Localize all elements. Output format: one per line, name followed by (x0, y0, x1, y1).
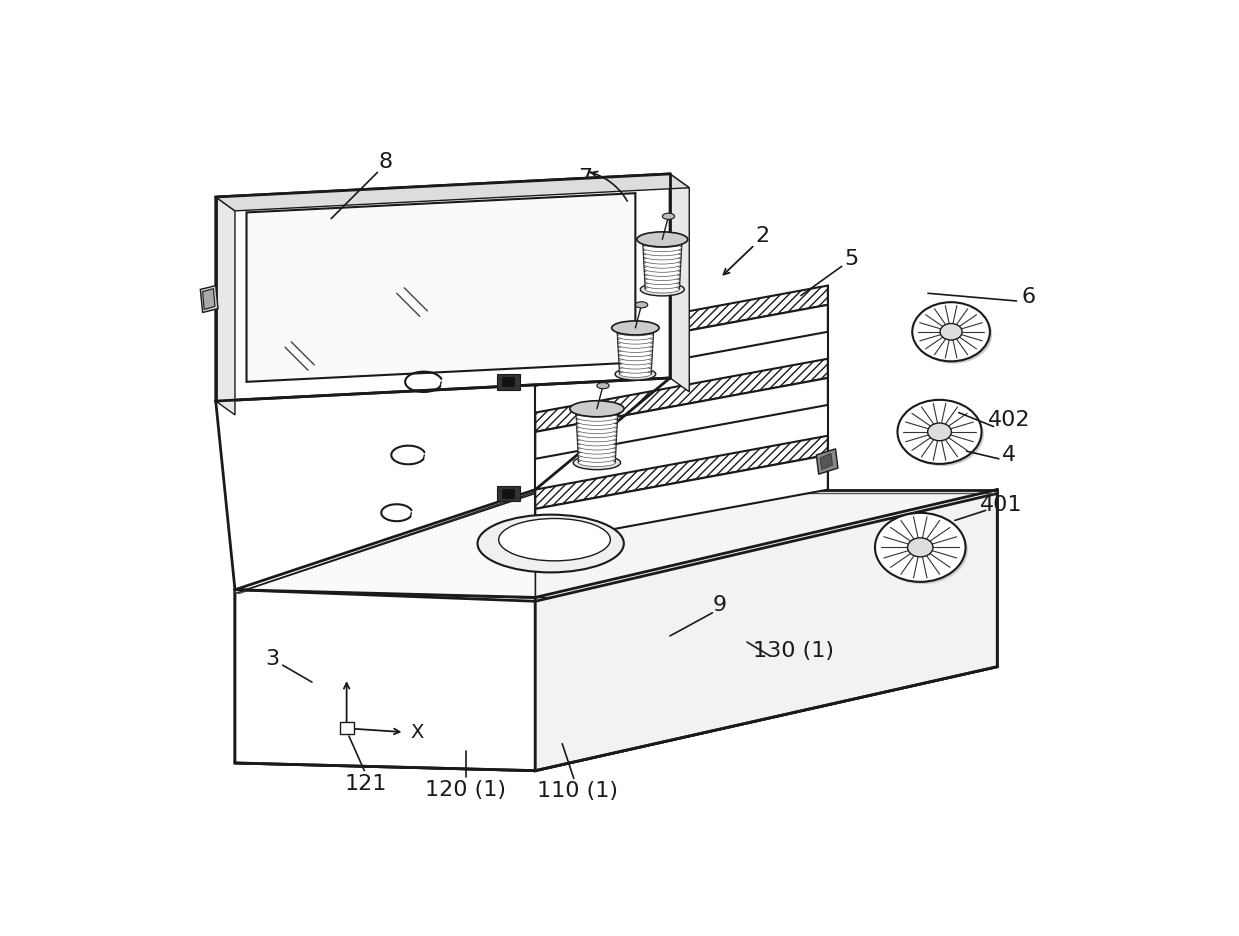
Polygon shape (216, 174, 689, 211)
Ellipse shape (897, 400, 981, 464)
Polygon shape (497, 486, 520, 501)
Polygon shape (670, 174, 689, 392)
Polygon shape (535, 490, 997, 597)
Polygon shape (535, 490, 997, 770)
Polygon shape (535, 378, 828, 459)
Text: 121: 121 (344, 774, 387, 794)
Ellipse shape (928, 423, 952, 441)
Ellipse shape (663, 213, 675, 219)
Polygon shape (535, 455, 828, 544)
Ellipse shape (643, 248, 681, 256)
Ellipse shape (641, 283, 684, 296)
Ellipse shape (618, 337, 653, 344)
Polygon shape (235, 493, 535, 597)
Polygon shape (235, 590, 535, 770)
Ellipse shape (576, 413, 617, 421)
Text: 9: 9 (712, 595, 727, 615)
Text: 8: 8 (378, 153, 393, 172)
Ellipse shape (579, 459, 616, 466)
Polygon shape (820, 453, 833, 470)
Polygon shape (502, 377, 514, 387)
Text: 3: 3 (265, 649, 279, 669)
Polygon shape (535, 305, 828, 386)
Ellipse shape (579, 450, 616, 459)
Ellipse shape (644, 269, 680, 276)
Ellipse shape (646, 285, 679, 293)
Ellipse shape (576, 409, 617, 417)
Ellipse shape (875, 513, 965, 582)
Ellipse shape (644, 260, 680, 269)
Ellipse shape (620, 367, 652, 373)
Polygon shape (535, 493, 997, 770)
Ellipse shape (577, 446, 616, 454)
Ellipse shape (579, 455, 616, 462)
Ellipse shape (477, 515, 623, 573)
Text: X: X (411, 724, 424, 742)
Polygon shape (203, 288, 214, 310)
Ellipse shape (577, 438, 616, 446)
Text: 5: 5 (844, 249, 859, 269)
Polygon shape (239, 492, 994, 600)
Ellipse shape (643, 240, 681, 247)
Ellipse shape (643, 252, 681, 260)
Ellipse shape (618, 354, 652, 360)
Polygon shape (535, 285, 828, 358)
Ellipse shape (570, 401, 624, 417)
Polygon shape (235, 590, 535, 770)
Ellipse shape (577, 433, 617, 442)
Polygon shape (247, 193, 636, 382)
Ellipse shape (617, 329, 653, 336)
Ellipse shape (644, 277, 680, 285)
Ellipse shape (615, 368, 655, 380)
Polygon shape (339, 723, 353, 735)
Text: 7: 7 (579, 168, 592, 188)
Ellipse shape (620, 371, 650, 377)
Text: 120 (1): 120 (1) (425, 780, 507, 800)
Ellipse shape (618, 341, 653, 348)
Polygon shape (535, 358, 828, 431)
Ellipse shape (914, 304, 992, 364)
Polygon shape (497, 374, 520, 389)
Ellipse shape (576, 421, 617, 430)
Polygon shape (535, 436, 828, 509)
Ellipse shape (612, 321, 659, 335)
Ellipse shape (617, 332, 653, 340)
Ellipse shape (907, 538, 933, 557)
Polygon shape (216, 197, 235, 415)
Ellipse shape (637, 232, 688, 247)
Text: 6: 6 (1021, 287, 1035, 307)
Ellipse shape (577, 442, 616, 450)
Ellipse shape (877, 515, 968, 584)
Ellipse shape (646, 282, 679, 289)
Ellipse shape (620, 362, 652, 369)
Ellipse shape (644, 273, 680, 281)
Text: 130 (1): 130 (1) (753, 641, 834, 662)
Ellipse shape (597, 383, 610, 388)
Ellipse shape (498, 519, 611, 561)
Polygon shape (817, 448, 838, 475)
Text: 402: 402 (987, 410, 1030, 431)
Ellipse shape (577, 425, 617, 433)
Polygon shape (201, 285, 218, 313)
Ellipse shape (577, 430, 617, 438)
Ellipse shape (574, 456, 621, 470)
Ellipse shape (900, 402, 984, 466)
Ellipse shape (636, 301, 648, 308)
Ellipse shape (620, 358, 652, 365)
Text: 4: 4 (1002, 445, 1016, 465)
Ellipse shape (644, 265, 680, 272)
Text: 110 (1): 110 (1) (538, 782, 618, 801)
Polygon shape (502, 489, 514, 498)
Ellipse shape (618, 345, 653, 353)
Ellipse shape (618, 350, 652, 357)
Text: 2: 2 (756, 226, 769, 245)
Ellipse shape (643, 243, 681, 252)
Ellipse shape (940, 324, 961, 340)
Text: 401: 401 (980, 495, 1022, 515)
Ellipse shape (912, 302, 990, 361)
Ellipse shape (576, 417, 617, 425)
Ellipse shape (644, 256, 681, 264)
Polygon shape (216, 174, 670, 401)
